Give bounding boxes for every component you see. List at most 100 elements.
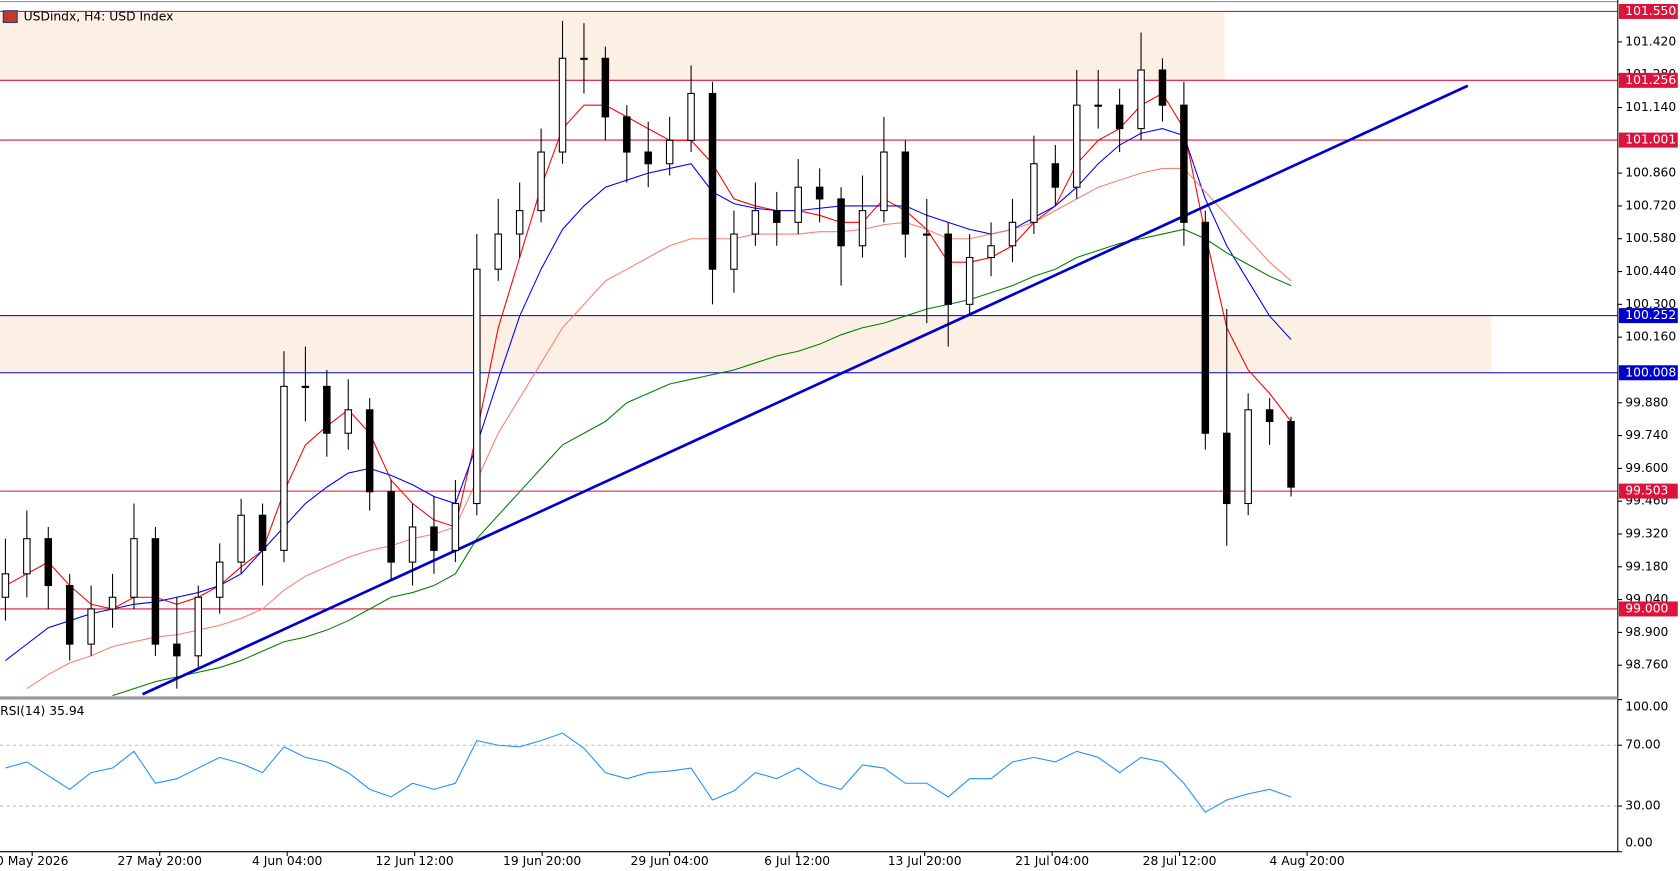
zone [0, 11, 1225, 81]
candle-body [108, 596, 117, 610]
trendline [141, 84, 1469, 696]
candle-body [194, 596, 203, 657]
x-tick-label: 27 May 20:00 [117, 854, 202, 868]
candle-body [430, 526, 438, 551]
y-tick-label: 99.180 [1625, 559, 1668, 573]
candle-body [1073, 104, 1081, 188]
y-tick-label: 98.900 [1625, 625, 1668, 639]
y-tick-label: 30.00 [1625, 799, 1660, 813]
level-label: 99.503 [1625, 484, 1668, 498]
y-tick-label: 101.420 [1625, 34, 1676, 48]
candle-body [258, 514, 267, 551]
candle-body [708, 92, 717, 270]
x-tick-label: 28 Jul 12:00 [1143, 854, 1217, 868]
x-tick-label: 19 Jun 20:00 [503, 854, 581, 868]
candle-body [451, 502, 460, 551]
candle-body [580, 57, 588, 60]
candle-body [665, 139, 674, 165]
candle-body [773, 210, 781, 223]
y-tick-label: 0.00 [1625, 836, 1653, 850]
candle-body [537, 151, 545, 212]
moving-average [26, 167, 1292, 690]
y-tick-label: 99.600 [1625, 461, 1668, 475]
level-label-box [1618, 365, 1678, 381]
y-tick-label: 99.880 [1625, 395, 1668, 409]
candle-body [1223, 432, 1231, 505]
candle-body [301, 385, 310, 388]
candle-body [751, 210, 760, 235]
y-tick-label: 70.00 [1625, 738, 1660, 752]
candle-body [644, 151, 652, 165]
y-tick-label: 101.140 [1625, 100, 1676, 114]
candle-body [23, 538, 31, 575]
y-tick-label: 100.720 [1625, 198, 1676, 212]
level-label: 101.256 [1625, 73, 1676, 87]
level-label-box [1618, 601, 1678, 617]
candle-body [1265, 409, 1274, 423]
candle-body [387, 491, 395, 563]
candle-body [473, 268, 481, 505]
panel-separator [0, 696, 1618, 700]
plot-area: 101.420101.280101.140100.860100.720100.5… [0, 10, 1676, 868]
candle-body [923, 233, 931, 236]
candle-body [1180, 104, 1188, 223]
candle-body [601, 57, 610, 118]
candle-body [901, 151, 910, 235]
level-label-box [1618, 308, 1678, 324]
y-tick-label: 98.760 [1625, 658, 1668, 672]
moving-average [112, 228, 1292, 697]
x-tick-label: 13 Jul 20:00 [888, 854, 962, 868]
candle-body [1244, 409, 1252, 505]
candle-body [1287, 420, 1295, 488]
level-label: 100.008 [1625, 365, 1676, 379]
x-tick-label: 6 Jul 12:00 [764, 854, 830, 868]
candle-body [558, 57, 567, 153]
candle-body [1137, 69, 1145, 130]
symbol-icon [2, 10, 18, 24]
x-tick-label: 4 Aug 20:00 [1270, 854, 1345, 868]
candle-body [1, 573, 10, 598]
candle-body [1008, 221, 1017, 247]
rsi-title: RSI(14) 35.94 [0, 704, 85, 718]
candle-body [1051, 163, 1060, 188]
candle-body [944, 233, 952, 305]
level-label: 101.550 [1625, 4, 1676, 18]
level-label: 100.252 [1625, 308, 1676, 322]
y-tick-label: 100.160 [1625, 330, 1676, 344]
rsi-line [5, 732, 1292, 813]
y-tick-label: 100.440 [1625, 264, 1676, 278]
candle-body [44, 538, 53, 587]
level-label-box [1618, 132, 1678, 148]
level-label: 99.000 [1625, 601, 1668, 615]
candle-body [730, 233, 738, 270]
candle-body [1030, 163, 1038, 223]
candle-body [965, 256, 974, 305]
candle-body [858, 210, 867, 247]
overlay: USDindx, H4: USD Index RSI(14) 35.94 101… [0, 4, 1678, 718]
level-label-box [1618, 483, 1678, 499]
candle-body [837, 198, 845, 247]
candle-body [65, 585, 74, 645]
x-tick-label: 21 Jul 04:00 [1015, 854, 1089, 868]
candle-body [87, 608, 95, 645]
candle-body [344, 409, 353, 434]
y-tick-label: 100.00 [1625, 700, 1668, 714]
candle-body [408, 526, 417, 563]
candle-body [623, 116, 631, 153]
candle-body [515, 210, 524, 235]
y-tick-label: 99.320 [1625, 526, 1668, 540]
candle-body [880, 151, 888, 212]
y-tick-label: 99.740 [1625, 428, 1668, 442]
candle-body [365, 409, 374, 493]
candle-body [494, 233, 502, 270]
level-label-box [1618, 3, 1678, 19]
y-tick-label: 100.580 [1625, 231, 1676, 245]
candle-body [151, 538, 160, 645]
level-label: 101.001 [1625, 133, 1676, 147]
candle-body [1115, 104, 1124, 130]
candle-body [794, 186, 802, 223]
x-tick-label: 0 May 2026 [0, 854, 69, 868]
level-label-box [1618, 72, 1678, 88]
